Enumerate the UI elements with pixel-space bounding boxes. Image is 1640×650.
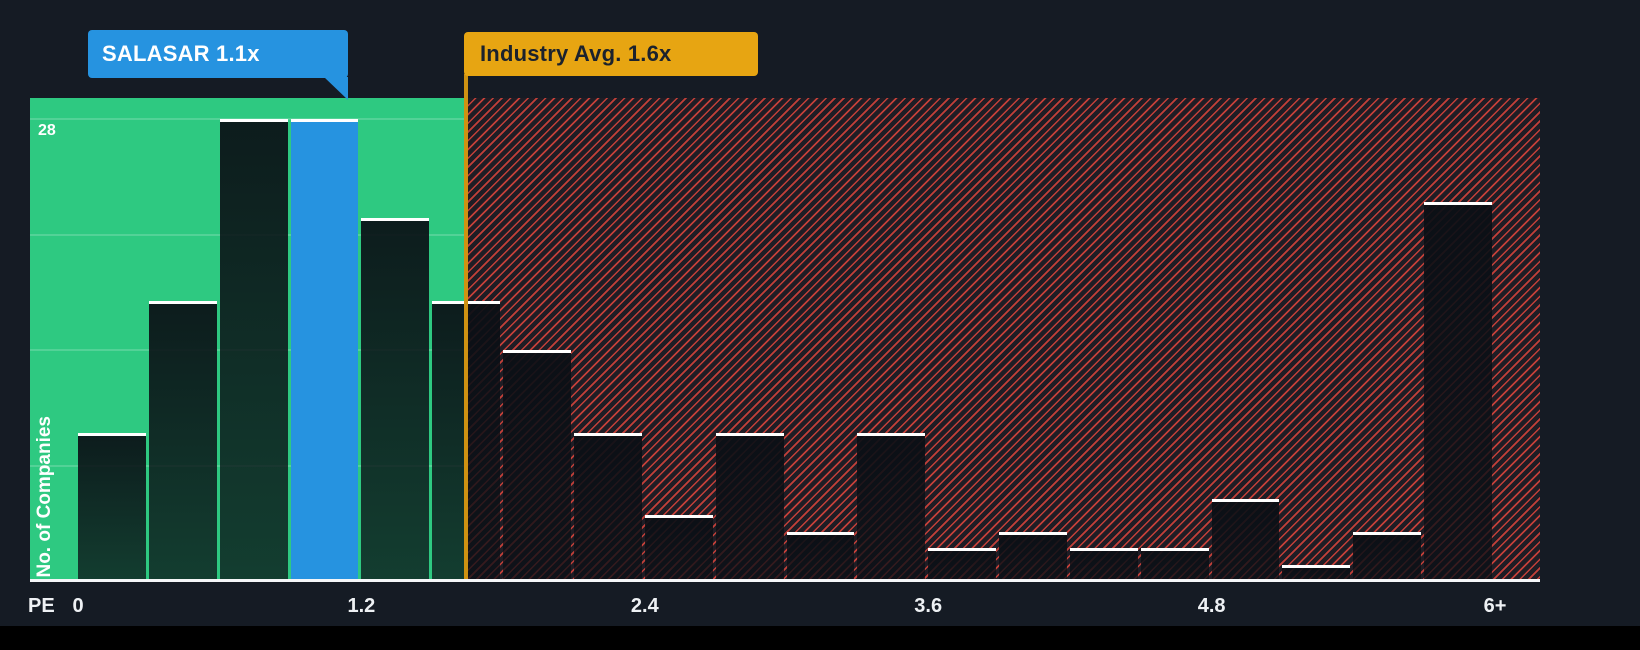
x-axis-line [30,579,1540,582]
histogram-bar[interactable] [644,515,713,581]
industry-average-line [464,74,468,582]
company-marker-pointer [324,77,348,100]
above-average-region [468,98,1540,582]
industry-marker-flag: Industry Avg. 1.6x [464,32,758,76]
y-max-tick-label: 28 [38,122,56,139]
x-tick-label: 1.2 [347,595,376,617]
company-histogram-bar[interactable] [290,119,359,581]
bottom-bar [0,626,1640,650]
x-tick-label: 2.4 [630,595,659,617]
histogram-bar[interactable] [148,300,217,581]
company-marker-flag: SALASAR 1.1x [88,30,348,78]
histogram-bars [78,98,1498,581]
x-tick-label: 4.8 [1197,595,1226,617]
x-tick-label: 0 [72,595,84,617]
histogram-bar[interactable] [999,531,1067,581]
y-axis-title: No. of Companies [34,416,55,578]
histogram-bar[interactable] [857,432,926,581]
histogram-bar[interactable] [928,548,997,581]
x-tick-label: 6+ [1483,595,1507,617]
histogram-bar[interactable] [786,531,855,581]
histogram-bar[interactable] [715,432,784,581]
histogram-bar[interactable] [503,350,571,581]
histogram-bar[interactable] [361,218,430,581]
histogram-bar[interactable] [1140,548,1209,581]
x-tick-label: 3.6 [914,595,943,617]
histogram-bar[interactable] [1424,201,1492,581]
histogram-bar[interactable] [1353,531,1422,581]
company-marker-label: SALASAR 1.1x [102,41,260,66]
histogram-bar[interactable] [1282,564,1351,581]
histogram-bar[interactable] [1211,498,1280,581]
histogram-bar[interactable] [1069,548,1138,581]
x-axis-title: PE [28,595,55,617]
histogram-bar[interactable] [219,119,288,581]
histogram-bar[interactable] [78,432,146,581]
histogram-bar[interactable] [573,432,642,581]
industry-marker-label: Industry Avg. 1.6x [480,41,672,66]
